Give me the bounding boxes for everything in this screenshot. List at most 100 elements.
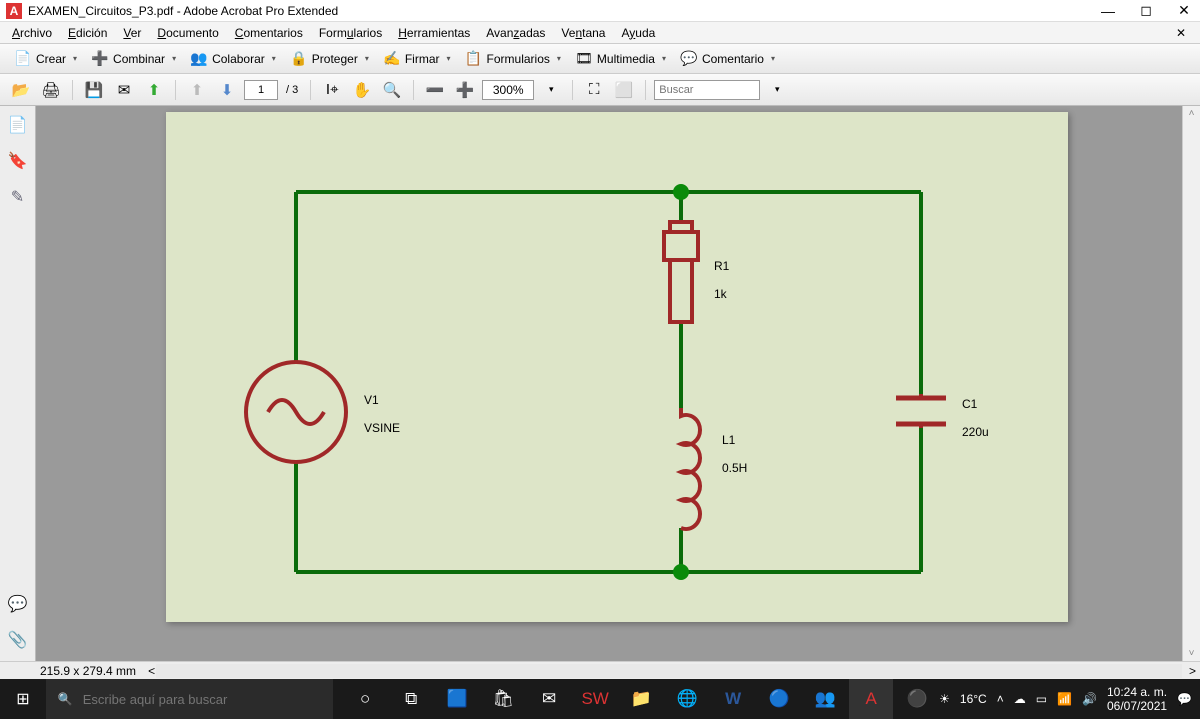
circuit-diagram: V1 VSINE R1 1k L1 0.5H C1 xyxy=(166,112,1068,622)
zoom-dropdown[interactable]: ▾ xyxy=(538,77,564,103)
nav-panel: 📄 🔖 ✎ 💬 📎 xyxy=(0,106,36,661)
main-area: 📄 🔖 ✎ 💬 📎 xyxy=(0,106,1200,661)
zoom-value[interactable]: 300% xyxy=(482,80,534,100)
menu-documento[interactable]: Documento xyxy=(149,24,226,42)
hscroll-left[interactable]: < xyxy=(148,664,155,678)
cortana-icon[interactable]: ○ xyxy=(343,679,387,719)
taskbar-solidworks-icon[interactable]: SW xyxy=(573,679,617,719)
taskbar-chrome-icon[interactable]: 🔵 xyxy=(757,679,801,719)
r1-label: R1 xyxy=(714,259,730,273)
taskbar-word-icon[interactable]: W xyxy=(711,679,755,719)
windows-taskbar: ⊞ 🔍 ○ ⧉ 🟦 🛍 ✉ SW 📁 🌐 W 🔵 👥 A ⚫ ☀ 16°C ˄ … xyxy=(0,679,1200,719)
formularios-button[interactable]: 📋Formularios xyxy=(459,47,567,71)
menu-avanzadas[interactable]: Avanzadas xyxy=(478,24,553,42)
system-tray: ☀ 16°C ˄ ☁ ▭ 📶 🔊 10:24 a. m. 06/07/2021 … xyxy=(939,685,1200,714)
l1-label: L1 xyxy=(722,433,736,447)
page-up-button[interactable]: ⬆ xyxy=(184,77,210,103)
taskbar-obs-icon[interactable]: ⚫ xyxy=(895,679,939,719)
tray-chevron-icon[interactable]: ˄ xyxy=(997,692,1004,706)
taskbar-explorer-icon[interactable]: 📁 xyxy=(619,679,663,719)
v1-label: V1 xyxy=(364,393,379,407)
vertical-scrollbar[interactable]: ˄ ˅ xyxy=(1182,106,1200,661)
comentario-button[interactable]: 💬Comentario xyxy=(674,47,781,71)
signatures-panel-icon[interactable]: ✎ xyxy=(7,186,29,208)
bookmarks-panel-icon[interactable]: 🔖 xyxy=(7,150,29,172)
document-view[interactable]: V1 VSINE R1 1k L1 0.5H C1 xyxy=(36,106,1182,661)
status-bar: 215.9 x 279.4 mm < > xyxy=(0,661,1200,679)
maximize-button[interactable]: ◻ xyxy=(1136,2,1156,19)
colaborar-button[interactable]: 👥Colaborar xyxy=(184,47,282,71)
horizontal-scrollbar[interactable] xyxy=(156,664,1182,678)
upload-button[interactable]: ⬆ xyxy=(141,77,167,103)
minimize-button[interactable]: — xyxy=(1098,3,1118,19)
hscroll-right[interactable]: > xyxy=(1189,664,1196,678)
cloud-icon[interactable]: ☁ xyxy=(1014,692,1026,706)
search-dropdown[interactable]: ▾ xyxy=(764,77,790,103)
save-button[interactable]: 💾 xyxy=(81,77,107,103)
pages-panel-icon[interactable]: 📄 xyxy=(7,114,29,136)
menu-archivo[interactable]: Archivo xyxy=(4,24,60,42)
search-box[interactable] xyxy=(654,80,760,100)
firmar-button[interactable]: ✍Firmar xyxy=(377,47,457,71)
menu-herramientas[interactable]: Herramientas xyxy=(390,24,478,42)
l1-value: 0.5H xyxy=(722,461,747,475)
start-button[interactable]: ⊞ xyxy=(0,679,46,719)
collaborate-icon: 👥 xyxy=(190,50,208,68)
page-number-input[interactable] xyxy=(244,80,278,100)
taskview-icon[interactable]: ⧉ xyxy=(389,679,433,719)
battery-icon[interactable]: ▭ xyxy=(1036,692,1047,706)
proteger-button[interactable]: 🔒Proteger xyxy=(284,47,375,71)
taskbar-mail-icon[interactable]: ✉ xyxy=(527,679,571,719)
email-button[interactable]: ✉ xyxy=(111,77,137,103)
close-button[interactable]: ✕ xyxy=(1174,2,1194,19)
menu-edicion[interactable]: Edición xyxy=(60,24,115,42)
multimedia-button[interactable]: 🎞Multimedia xyxy=(569,47,672,71)
zoom-out-button[interactable]: ➖ xyxy=(422,77,448,103)
attachments-panel-icon[interactable]: 📎 xyxy=(7,629,29,651)
search-icon: 🔍 xyxy=(58,692,73,706)
taskbar-search[interactable]: 🔍 xyxy=(46,679,333,719)
page-down-button[interactable]: ⬇ xyxy=(214,77,240,103)
scroll-down-icon[interactable]: ˅ xyxy=(1189,648,1195,659)
combine-icon: ➕ xyxy=(91,50,109,68)
menu-ayuda[interactable]: Ayuda xyxy=(613,24,663,42)
doc-close-button[interactable]: ✕ xyxy=(1168,24,1194,42)
fit-page-button[interactable]: ⬜ xyxy=(611,77,637,103)
volume-icon[interactable]: 🔊 xyxy=(1082,692,1097,706)
zoom-tool-button[interactable]: 🔍 xyxy=(379,77,405,103)
taskbar-teams-icon[interactable]: 👥 xyxy=(803,679,847,719)
taskbar-search-input[interactable] xyxy=(83,692,321,707)
protect-icon: 🔒 xyxy=(290,50,308,68)
text-select-button[interactable]: I⌖ xyxy=(319,77,345,103)
forms-icon: 📋 xyxy=(465,50,483,68)
menu-ventana[interactable]: Ventana xyxy=(553,24,613,42)
weather-icon[interactable]: ☀ xyxy=(939,692,950,706)
pdf-page: V1 VSINE R1 1k L1 0.5H C1 xyxy=(166,112,1068,622)
open-button[interactable]: 📂 xyxy=(8,77,34,103)
print-button[interactable]: 🖨 xyxy=(38,77,64,103)
title-bar: A EXAMEN_Circuitos_P3.pdf - Adobe Acroba… xyxy=(0,0,1200,22)
taskbar-store-icon[interactable]: 🛍 xyxy=(481,679,525,719)
taskbar-app-1[interactable]: 🟦 xyxy=(435,679,479,719)
combinar-button[interactable]: ➕Combinar xyxy=(85,47,182,71)
fit-width-button[interactable]: ⛶ xyxy=(581,77,607,103)
create-icon: 📄 xyxy=(14,50,32,68)
menu-ver[interactable]: Ver xyxy=(115,24,149,42)
clock[interactable]: 10:24 a. m. 06/07/2021 xyxy=(1107,685,1167,714)
r1-value: 1k xyxy=(714,287,728,301)
zoom-in-button[interactable]: ➕ xyxy=(452,77,478,103)
menu-bar: Archivo Edición Ver Documento Comentario… xyxy=(0,22,1200,44)
wifi-icon[interactable]: 📶 xyxy=(1057,692,1072,706)
search-input[interactable] xyxy=(659,84,755,96)
taskbar-edge-icon[interactable]: 🌐 xyxy=(665,679,709,719)
menu-formularios[interactable]: Formularios xyxy=(311,24,390,42)
temperature[interactable]: 16°C xyxy=(960,692,987,706)
c1-label: C1 xyxy=(962,397,978,411)
hand-tool-button[interactable]: ✋ xyxy=(349,77,375,103)
scroll-up-icon[interactable]: ˄ xyxy=(1189,108,1195,119)
comments-panel-icon[interactable]: 💬 xyxy=(7,593,29,615)
menu-comentarios[interactable]: Comentarios xyxy=(227,24,311,42)
taskbar-acrobat-icon[interactable]: A xyxy=(849,679,893,719)
notifications-icon[interactable]: 💬 xyxy=(1177,692,1192,706)
crear-button[interactable]: 📄Crear xyxy=(8,47,83,71)
